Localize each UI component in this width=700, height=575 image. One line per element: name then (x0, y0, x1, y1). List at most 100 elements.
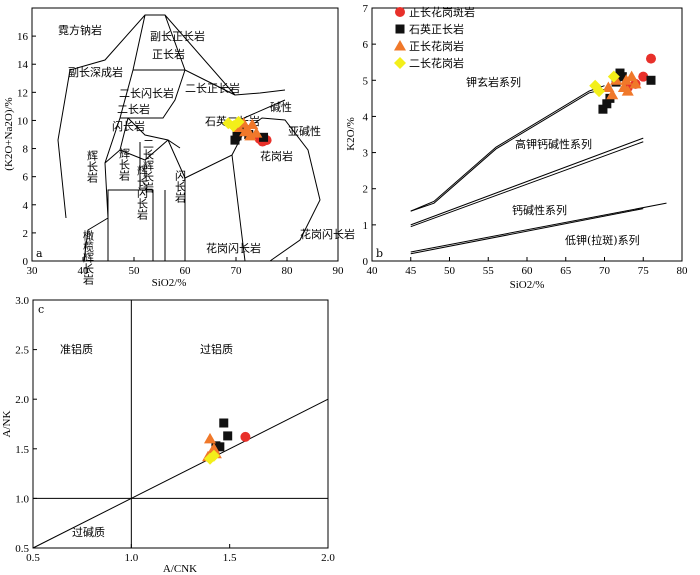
tas-field-label: 花岗闪长岩 (300, 227, 355, 241)
series-boundary-line (410, 202, 667, 253)
data-point (620, 74, 633, 85)
x-tick-label: 1.5 (223, 552, 237, 564)
x-tick-label: 60 (522, 265, 534, 277)
y-tick-label: 12 (17, 87, 28, 99)
legend-marker (394, 57, 406, 69)
legend-label: 二长花岗岩 (409, 56, 464, 70)
panel-b-letter: b (376, 247, 383, 260)
y-tick-label: 6 (363, 39, 369, 51)
series-field-label: 钾玄岩系列 (466, 75, 521, 89)
data-point (232, 131, 242, 141)
data-point (621, 85, 634, 96)
data-point (246, 118, 259, 130)
y-tick-label: 6 (23, 172, 29, 184)
x-tick-label: 90 (333, 265, 345, 277)
y-tick-label: 2.5 (15, 345, 29, 357)
tas-field-label: 碱性 (270, 100, 292, 114)
data-point (223, 431, 233, 441)
y-tick-label: 1 (363, 220, 369, 232)
panel-a-xlabel: SiO2/% (152, 277, 187, 289)
y-tick-label: 3 (363, 148, 369, 160)
y-tick-label: 2 (363, 184, 369, 196)
series-boundary-line (410, 208, 644, 255)
x-tick-label: 1.0 (124, 552, 138, 564)
x-tick-label: 80 (282, 265, 294, 277)
tas-field-label: 二长闪长岩 (119, 86, 174, 100)
panel-c-xlabel: A/CNK (163, 563, 197, 575)
legend-label: 正长花岗岩 (409, 39, 464, 53)
panel-c-acnk-diagram: 0.5 1.0 1.5 2.0 0.5 1.0 1.5 2.0 2.5 3.0 准铝质 过铝质过碱质… (1, 295, 335, 575)
series-boundary-line (410, 141, 644, 228)
panel-c-frame (32, 299, 329, 549)
y-tick-label: 0 (23, 256, 29, 268)
panel-c-ylabel: A/NK (1, 411, 13, 438)
legend-marker (394, 40, 406, 51)
y-tick-label: 14 (17, 59, 29, 71)
series-field-label: 钙碱性系列 (512, 203, 567, 217)
tas-field-label: 二长辉长岩 (142, 138, 155, 194)
data-point (638, 71, 649, 82)
x-tick-label: 50 (444, 265, 456, 277)
data-point (239, 125, 252, 137)
y-tick-label: 4 (363, 111, 369, 123)
legend-marker (395, 24, 405, 34)
data-point (219, 418, 229, 428)
y-tick-label: 7 (363, 3, 369, 15)
x-tick-label: 50 (129, 265, 141, 277)
peraluminous-line (32, 398, 329, 549)
acnk-field-label: 过铝质 (200, 342, 233, 356)
tas-field-label: 正长岩 (152, 47, 185, 61)
data-point (646, 53, 656, 64)
legend-label: 正长花岗斑岩 (409, 5, 475, 19)
data-point (259, 132, 269, 142)
y-tick-label: 4 (23, 200, 29, 212)
x-tick-label: 60 (180, 265, 192, 277)
legend-marker (395, 7, 405, 17)
tas-field-label: 副长深成岩 (68, 65, 123, 79)
x-tick-label: 30 (27, 265, 39, 277)
series-field-label: 高钾钙碱性系列 (515, 137, 592, 151)
panel-b-ylabel: K2O/% (345, 117, 357, 151)
data-point (617, 72, 627, 82)
x-tick-label: 65 (560, 265, 572, 277)
series-boundary-line (410, 137, 644, 226)
tas-field-label: 亚碱性 (288, 124, 321, 138)
y-tick-label: 0.5 (15, 543, 29, 555)
x-tick-label: 45 (405, 265, 417, 277)
acnk-field-label: 过碱质 (72, 526, 105, 539)
tas-field-label: 辉长岩 (118, 148, 131, 182)
data-point (232, 115, 245, 128)
panel-a-ylabel: (K2O+Na2O)/% (3, 97, 15, 170)
tas-field-label: 橄榄辉长岩 (82, 229, 95, 286)
tas-field-label: 闪长岩 (174, 169, 187, 204)
data-point (207, 449, 220, 462)
y-tick-label: 10 (17, 115, 29, 127)
tas-field-label: 二长正长岩 (185, 81, 240, 95)
legend-label: 石英正长岩 (409, 22, 464, 36)
data-point (607, 70, 620, 83)
y-tick-label: 5 (363, 75, 369, 87)
y-tick-label: 2.0 (15, 394, 29, 406)
data-point (240, 431, 251, 442)
panel-c-letter: c (38, 303, 44, 316)
x-tick-label: 75 (638, 265, 650, 277)
data-point (207, 442, 220, 454)
tas-field-label: 霓方钠岩 (58, 23, 102, 37)
data-point (606, 88, 619, 100)
tas-field-label: 二长岩 (117, 102, 150, 116)
x-tick-label: 70 (231, 265, 243, 277)
data-point (598, 104, 608, 114)
y-tick-label: 0 (363, 256, 369, 268)
series-field-label: 低钾(拉斑)系列 (565, 233, 640, 247)
tas-field-label: 花岗闪长岩 (206, 241, 261, 255)
x-tick-label: 0.5 (26, 552, 40, 564)
x-tick-label: 40 (367, 265, 379, 277)
panel-a-letter: a (36, 247, 43, 260)
panel-b-series-boundaries (410, 85, 667, 255)
data-point (602, 99, 612, 109)
data-point (602, 81, 615, 93)
tas-field-label: 副长正长岩 (150, 29, 205, 43)
